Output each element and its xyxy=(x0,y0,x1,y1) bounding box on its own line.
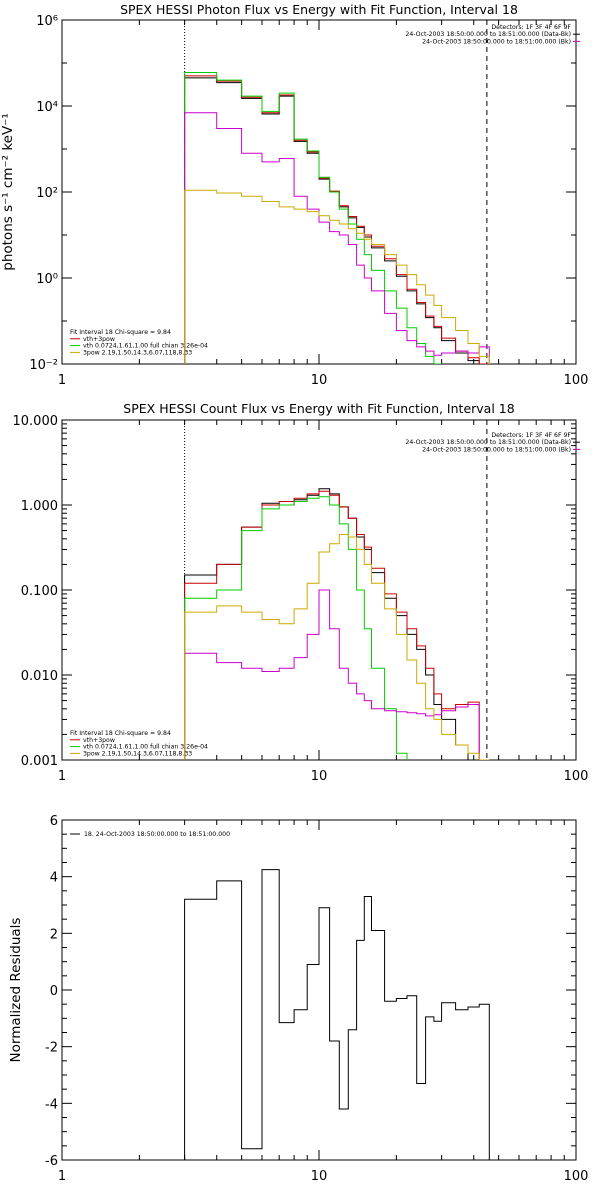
y-tick-label: -4 xyxy=(45,1097,58,1112)
y-tick-label: 10⁶ xyxy=(36,14,58,29)
y-axis-label: Normalized Residuals xyxy=(8,918,24,1063)
info-line: 24-Oct-2003 18:50:00.000 to 18:51:00.000… xyxy=(422,446,571,453)
legend-entry: Fit Interval 18 Chi-square = 9.84 xyxy=(70,329,171,336)
x-tick-label: 100 xyxy=(564,769,589,784)
legend-entry: vth 0.0724,1.61,1.00 full chian 3.26e-04 xyxy=(83,744,208,751)
info-line: 24-Oct-2003 18:50:00.000 to 18:51:00.000… xyxy=(422,38,571,45)
x-tick-label: 100 xyxy=(564,373,589,388)
legend-entry: vth 0.0724,1.61,1.00 full chian 3.26e-04 xyxy=(83,343,208,350)
x-tick-label: 1 xyxy=(58,373,66,388)
series-4-line xyxy=(184,534,490,760)
y-tick-label: 10⁻² xyxy=(29,358,58,373)
y-tick-label: -6 xyxy=(45,1154,58,1169)
count-flux-chart: SPEX HESSI Count Flux vs Energy with Fit… xyxy=(13,401,589,784)
y-tick-label: 10⁰ xyxy=(36,272,58,287)
legend-entry: 18. 24-Oct-2003 18:50:00.000 to 18:51:00… xyxy=(84,831,230,838)
info-line: Detectors: 1F 3F 4F 6F 9F xyxy=(491,432,571,439)
series-4-line xyxy=(184,189,490,364)
x-tick-label: 10 xyxy=(311,769,328,784)
x-tick-label: 10 xyxy=(311,373,328,388)
x-tick-label: 10 xyxy=(311,1169,328,1184)
y-tick-label: 1.000 xyxy=(21,499,58,514)
legend-entry: 3pow 2.19,1.50,14.3,6.07,118,8.33 xyxy=(83,349,192,356)
y-tick-label: 4 xyxy=(50,871,58,886)
y-tick-label: 2 xyxy=(50,927,58,942)
y-tick-label: 6 xyxy=(50,814,58,829)
y-tick-label: 10⁴ xyxy=(36,100,58,115)
series-0-line xyxy=(184,869,490,1160)
legend-entry: vth+3pow xyxy=(83,737,115,744)
info-line: 24-Oct-2003 18:50:00.000 to 18:51:00.000… xyxy=(405,439,571,446)
legend-entry: vth+3pow xyxy=(83,336,115,343)
info-line: Detectors: 1F 3F 4F 6F 9F xyxy=(491,24,571,31)
y-tick-label: 0.001 xyxy=(21,754,58,769)
chart-title: SPEX HESSI Photon Flux vs Energy with Fi… xyxy=(120,2,518,17)
y-axis-label: photons s⁻¹ cm⁻² keV⁻¹ xyxy=(0,113,16,271)
x-tick-label: 1 xyxy=(58,769,66,784)
legend-entry: Fit Interval 18 Chi-square = 9.84 xyxy=(70,730,171,737)
y-tick-label: 0 xyxy=(50,984,58,999)
series-3-line xyxy=(184,112,490,364)
series-1-line xyxy=(184,75,490,364)
photon-flux-chart: SPEX HESSI Photon Flux vs Energy with Fi… xyxy=(0,2,588,388)
x-tick-label: 1 xyxy=(58,1169,66,1184)
series-1-line xyxy=(184,490,480,760)
y-tick-label: -2 xyxy=(45,1041,58,1056)
series-3-line xyxy=(184,589,480,760)
x-tick-label: 100 xyxy=(564,1169,589,1184)
residuals-chart: 1 10 100 -6 -4 -2 0 2 4 6 Normalized Residuals 18. … xyxy=(8,814,588,1184)
y-tick-label: 0.100 xyxy=(21,584,58,599)
y-tick-label: 0.010 xyxy=(21,669,58,684)
series-2-line xyxy=(184,496,408,760)
info-line: 24-Oct-2003 18:50:00.000 to 18:51:00.000… xyxy=(405,31,571,38)
y-tick-label: 10² xyxy=(36,186,58,201)
y-tick-label: 10.000 xyxy=(13,414,59,429)
chart-title: SPEX HESSI Count Flux vs Energy with Fit… xyxy=(123,401,514,416)
series-2-line xyxy=(184,72,442,364)
legend-entry: 3pow 2.19,1.50,14.3,6.07,118,8.33 xyxy=(83,750,192,757)
